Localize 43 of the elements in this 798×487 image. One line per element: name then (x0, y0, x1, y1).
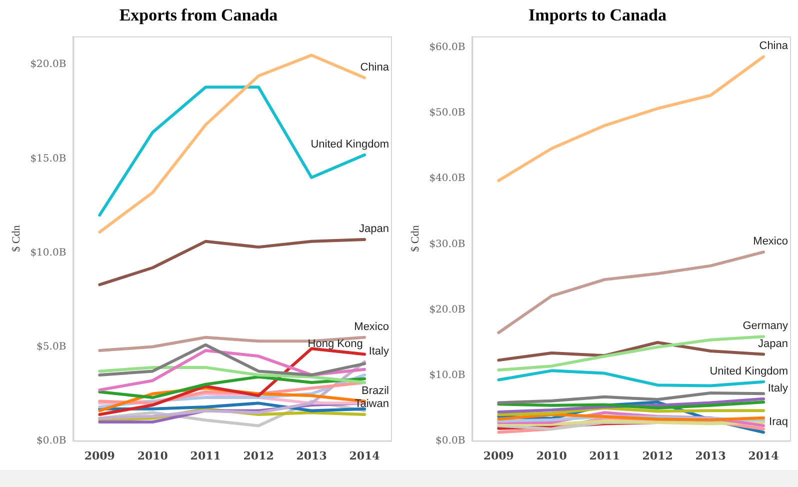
series-label: Germany (742, 320, 788, 332)
x-tick-label: 2012 (243, 449, 274, 462)
series-label: Hong Kong (308, 338, 363, 350)
series-label: United Kingdom (710, 365, 788, 378)
series-label: Iraq (769, 416, 788, 428)
x-tick-label: 2013 (695, 449, 726, 462)
x-tick-label: 2011 (589, 449, 620, 462)
series-label: United Kingdom (310, 138, 389, 150)
series-label: China (759, 40, 789, 52)
x-tick-label: 2012 (642, 449, 673, 462)
series-label: Brazil (361, 384, 389, 397)
x-tick-label: 2014 (748, 449, 780, 462)
series-label: Italy (768, 382, 788, 394)
chart-title: Imports to Canada (528, 6, 667, 25)
y-axis-title: $ Cdn (409, 224, 422, 252)
chart-title: Exports from Canada (119, 6, 278, 25)
y-tick-label: $20.0B (30, 59, 66, 70)
x-tick-label: 2013 (296, 449, 327, 462)
series-label: China (360, 61, 390, 74)
x-tick-label: 2010 (137, 449, 168, 462)
y-tick-label: $10.0B (429, 370, 466, 381)
x-tick-label: 2010 (536, 449, 568, 462)
x-tick-label: 2014 (349, 449, 380, 462)
y-tick-label: $15.0B (30, 153, 66, 164)
series-label: Mexico (354, 320, 389, 333)
y-tick-label: $20.0B (429, 304, 466, 316)
series-label: Italy (368, 345, 390, 358)
series-label: Taiwan (354, 398, 389, 410)
y-tick-label: $0.0B (36, 435, 66, 446)
y-axis-title: $ Cdn (10, 224, 22, 252)
y-tick-label: $40.0B (429, 173, 466, 184)
y-tick-label: $10.0B (30, 247, 66, 258)
y-tick-label: $30.0B (429, 238, 466, 250)
x-tick-label: 2011 (190, 449, 221, 462)
y-tick-label: $60.0B (429, 42, 466, 54)
x-tick-label: 2009 (483, 449, 514, 462)
series-label: Japan (758, 338, 788, 350)
series-label: Mexico (753, 236, 788, 248)
y-tick-label: $0.0B (436, 435, 466, 446)
y-tick-label: $50.0B (429, 108, 466, 119)
x-tick-label: 2009 (84, 449, 115, 462)
series-label: Japan (359, 223, 389, 236)
y-tick-label: $5.0B (36, 341, 66, 352)
